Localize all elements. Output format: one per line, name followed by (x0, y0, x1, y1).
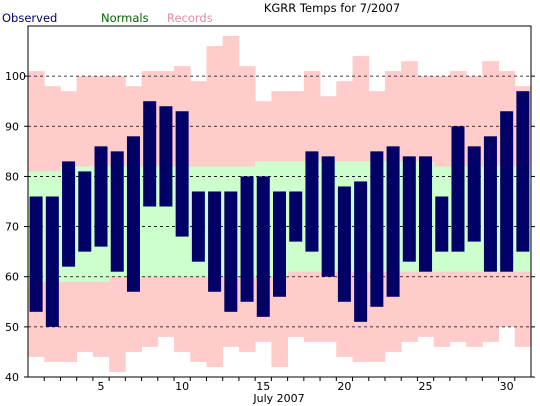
observed-bar (337, 186, 351, 302)
legend-records: Records (167, 11, 213, 25)
observed-bar (305, 151, 319, 252)
observed-bar (94, 146, 108, 247)
plot-frame (27, 25, 532, 378)
observed-bar (419, 156, 433, 272)
y-tick-label: 80 (5, 170, 19, 183)
observed-bar (45, 196, 59, 327)
observed-bar (500, 111, 514, 272)
observed-bar (208, 191, 222, 292)
y-tick-label: 70 (5, 221, 19, 234)
x-tick-label: 15 (256, 380, 270, 393)
observed-bar (386, 146, 400, 297)
observed-bar (62, 161, 76, 267)
observed-bar (483, 136, 497, 272)
observed-bar (110, 151, 124, 272)
observed-bar (370, 151, 384, 307)
x-axis-label: July 2007 (252, 392, 304, 405)
observed-bar (143, 101, 157, 207)
observed-bar (467, 146, 481, 242)
observed-bar (516, 91, 530, 252)
legend-observed: Observed (2, 11, 57, 25)
observed-bar (321, 156, 335, 277)
observed-bar (191, 191, 205, 262)
observed-bar (435, 196, 449, 252)
chart-title: KGRR Temps for 7/2007 (264, 1, 400, 15)
observed-bar (29, 196, 43, 312)
observed-bar (126, 136, 140, 292)
observed-bar (159, 106, 173, 207)
x-tick-label: 20 (337, 380, 351, 393)
observed-bar (78, 171, 92, 252)
observed-bar (289, 191, 303, 242)
x-tick-label: 30 (500, 380, 514, 393)
observed-bar (175, 111, 189, 237)
y-tick-label: 40 (5, 371, 19, 384)
legend: Observed Normals Records (2, 11, 213, 25)
observed-bar (256, 176, 270, 317)
observed-bar (224, 191, 238, 312)
y-tick-label: 90 (5, 120, 19, 133)
y-tick-label: 60 (5, 271, 19, 284)
x-tick-label: 5 (98, 380, 105, 393)
legend-normals: Normals (101, 11, 149, 25)
observed-bar (402, 156, 416, 262)
observed-bar (354, 181, 368, 322)
observed-bar (273, 191, 286, 297)
x-tick-label: 10 (175, 380, 189, 393)
observed-bar (240, 176, 254, 302)
y-tick-label: 50 (5, 321, 19, 334)
y-tick-label: 100 (5, 70, 26, 83)
observed-bar (451, 126, 465, 252)
x-tick-label: 25 (419, 380, 433, 393)
